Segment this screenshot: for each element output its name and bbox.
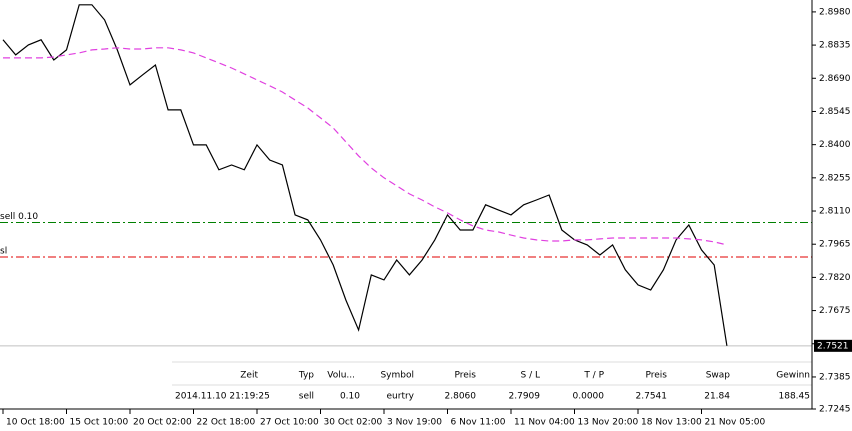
table-cell: sell [299,392,314,402]
plot-area: sell 0.10 sl [0,4,812,347]
price-line [3,47,728,246]
trade-table: Zeit Typ Volu... Symbol Preis S / L T / P Preis… [175,371,810,402]
y-tick-label: 2.8255 [819,173,851,183]
table-header: T / P [583,371,604,381]
x-tick-label: 22 Oct 18:00 [197,418,256,428]
x-tick-label: 21 Nov 05:00 [705,418,766,428]
y-tick-label: 2.7675 [819,306,851,316]
current-price-label: 2.7521 [817,341,849,351]
y-tick-label: 2.8980 [819,7,851,17]
x-tick-label: 3 Nov 19:00 [387,418,442,428]
table-header: Gewinn [776,371,810,381]
x-tick-label: 15 Oct 10:00 [70,418,129,428]
x-tick-label: 6 Nov 11:00 [451,418,506,428]
y-tick-label: 2.8110 [819,207,851,217]
x-tick-label: 20 Oct 02:00 [133,418,192,428]
table-header: Typ [298,371,314,381]
table-header: Zeit [240,371,258,381]
x-tick-label: 30 Oct 02:00 [324,418,383,428]
y-tick-label: 2.8690 [819,74,851,84]
current-price-box [814,339,852,352]
x-tick-label: 13 Nov 20:00 [578,418,639,428]
x-tick-label: 11 Nov 04:00 [514,418,575,428]
table-cell: 2.8060 [445,392,477,402]
y-tick-label: 2.8400 [819,140,851,150]
table-header: Symbol [380,371,414,381]
order-level-label: sl [0,247,7,257]
table-cell: eurtry [387,392,415,402]
table-cell: 0.10 [340,392,360,402]
table-header: S / L [521,371,540,381]
order-level-label: sell 0.10 [0,212,38,222]
table-header: Volu... [327,371,355,381]
table-cell: 188.45 [779,392,811,402]
y-tick-label: 2.7385 [819,372,851,382]
table-cell: 2.7909 [509,392,541,402]
x-tick-label: 10 Oct 18:00 [6,418,65,428]
table-header: Preis [455,371,477,381]
y-tick-label: 2.7965 [819,240,851,250]
y-tick-label: 2.8835 [819,41,851,51]
x-tick-label: 18 Nov 13:00 [641,418,702,428]
y-tick-label: 2.7820 [819,273,851,283]
table-cell: 21.84 [704,392,730,402]
table-cell: 2.7541 [636,392,668,402]
table-header: Swap [706,371,731,381]
price-line [2,4,728,346]
y-tick-label: 2.8545 [819,107,851,117]
table-cell: 0.0000 [573,392,605,402]
table-cell: 2014.11.10 21:19:25 [175,392,270,402]
table-header: Preis [646,371,668,381]
x-tick-label: 27 Oct 10:00 [260,418,319,428]
y-tick-label: 2.7245 [819,405,851,415]
